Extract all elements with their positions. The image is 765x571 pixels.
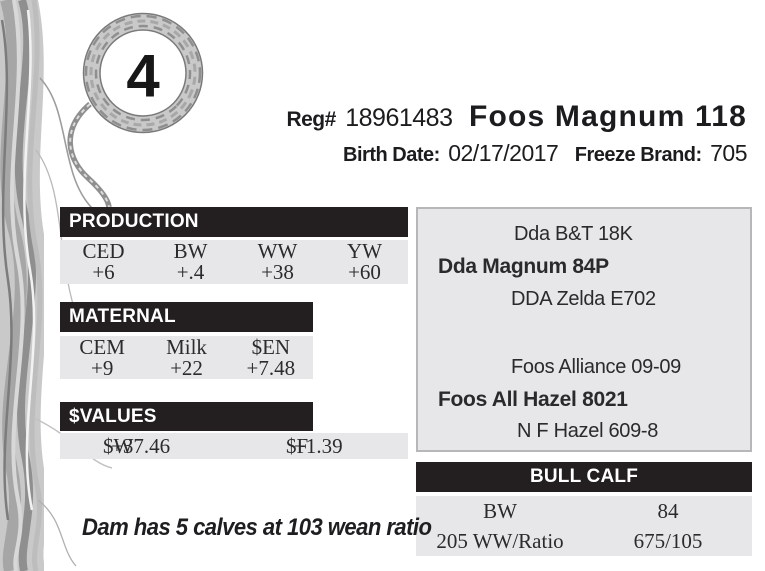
epd-label: Milk [166,335,207,359]
epd-value: +22 [170,356,203,380]
epd-label: $W [103,434,134,458]
epd-cell: CEM +9 [60,336,144,379]
table-row: 205 WW/Ratio 675/105 [416,530,752,552]
epd-cell: $EN +7.48 [229,336,313,379]
freeze-brand-label: Freeze Brand: [574,144,702,166]
svalues-panel: $W +37.46 $F +1.39 [60,433,408,459]
dam-note: Dam has 5 calves at 103 wean ratio [82,514,432,541]
epd-value: +37.46 [111,434,171,458]
epd-value: +38 [261,260,294,284]
bull-calf-panel: BW 84 205 WW/Ratio 675/105 [416,496,752,556]
epd-label: BW [173,239,208,263]
epd-cell: BW +.4 [147,240,234,284]
production-header-bar: PRODUCTION [60,207,408,237]
svalues-header-bar: $VALUES [60,402,313,431]
dam-name: Foos All Hazel 8021 [438,388,628,411]
bull-calf-header-bar: BULL CALF [416,462,752,492]
epd-label: YW [347,239,382,263]
epd-cell: YW +60 [321,240,408,284]
epd-cell: Milk +22 [144,336,228,379]
table-row: BW 84 [416,500,752,522]
sire-of-sire: Dda B&T 18K [514,223,633,245]
maternal-panel: CEM +9 Milk +22 $EN +7.48 [60,336,313,379]
reg-number: 18961483 [345,104,453,132]
rope-texture-art [0,0,125,571]
production-panel: CED +6 BW +.4 WW +38 YW +60 [60,240,408,284]
lot-badge-rope-icon: 4 [67,12,204,208]
bc-value: 675/105 [633,529,703,553]
epd-value: +9 [90,356,114,380]
epd-value: +.4 [176,260,205,284]
epd-cell: WW +38 [234,240,321,284]
epd-value: +7.48 [246,356,296,380]
dam-of-sire: DDA Zelda E702 [511,288,656,310]
dam-of-dam: N F Hazel 609-8 [517,420,659,442]
epd-label: $EN [251,335,291,359]
animal-header: Reg# 18961483 Foos Magnum 118 Birth Date… [286,100,747,170]
sire-of-dam: Foos Alliance 09-09 [511,356,681,378]
maternal-header-bar: MATERNAL [60,302,313,332]
registration-line: Reg# 18961483 Foos Magnum 118 [286,100,747,139]
epd-label: $F [286,434,309,458]
birth-date-label: Birth Date: [343,144,440,166]
reg-label: Reg# [286,108,336,131]
pedigree-box: Dda B&T 18K Dda Magnum 84P DDA Zelda E70… [416,207,752,452]
epd-value: +6 [92,260,115,284]
epd-label: WW [257,239,298,263]
birth-line: Birth Date: 02/17/2017 Freeze Brand: 705 [286,140,747,170]
bc-value: 84 [657,499,679,523]
epd-cell: CED +6 [60,240,147,284]
epd-label: CED [82,239,125,263]
epd-label: CEM [79,335,125,359]
birth-date-value: 02/17/2017 [448,140,559,166]
lot-number: 4 [126,43,160,110]
epd-value: +60 [348,260,381,284]
freeze-brand-value: 705 [710,140,747,166]
bc-label: 205 WW/Ratio [436,529,564,553]
sire-name: Dda Magnum 84P [438,255,609,278]
animal-name: Foos Magnum 118 [468,100,747,133]
bc-label: BW [483,499,517,523]
epd-value: +1.39 [294,434,343,458]
